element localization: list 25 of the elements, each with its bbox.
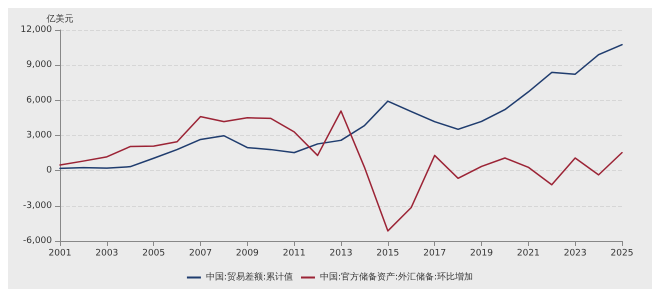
- x-tick-label: 2025: [610, 248, 634, 258]
- legend-label: 中国:官方储备资产:外汇储备:环比增加: [320, 272, 474, 282]
- x-tick-label: 2021: [516, 248, 540, 258]
- x-tick-label: 2009: [236, 248, 260, 258]
- y-axis-title: 亿美元: [46, 14, 74, 24]
- x-tick-label: 2003: [95, 248, 118, 258]
- x-tick-label: 2019: [470, 248, 494, 258]
- y-tick-label: -6,000: [22, 236, 52, 246]
- y-tick-label: 6,000: [26, 95, 52, 106]
- x-tick-label: 2015: [376, 248, 400, 258]
- x-tick-label: 2013: [330, 248, 352, 258]
- legend-label: 中国:贸易差额:累计值: [206, 272, 293, 282]
- y-tick-label: 3,000: [26, 130, 52, 140]
- x-tick-label: 2007: [189, 248, 212, 258]
- y-tick-label: 0: [46, 166, 52, 176]
- x-tick-label: 2023: [564, 248, 587, 258]
- y-tick-label: 12,000: [20, 25, 52, 35]
- x-tick-label: 2011: [282, 248, 306, 258]
- line-series: [59, 44, 623, 170]
- line-series: [59, 110, 623, 232]
- y-tick-label: 9,000: [26, 60, 52, 70]
- x-tick-label: 2001: [48, 248, 72, 258]
- x-tick-label: 2005: [142, 248, 166, 258]
- y-tick-label: -3,000: [22, 200, 52, 211]
- x-tick-label: 2017: [423, 248, 446, 258]
